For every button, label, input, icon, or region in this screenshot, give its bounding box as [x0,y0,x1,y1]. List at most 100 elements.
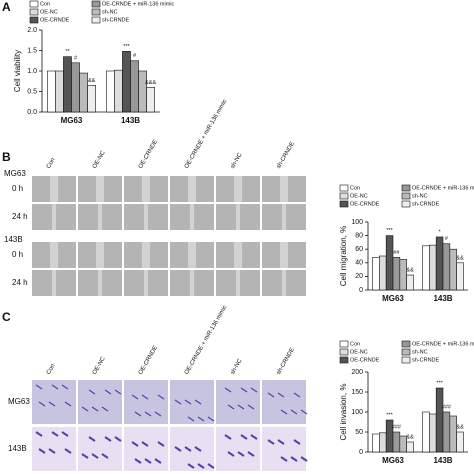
bar [87,85,96,113]
cell-stain [114,436,122,442]
cell-stain [51,431,59,437]
x-tick-label: MG63 [61,116,83,125]
cell-stain [35,384,43,390]
micrograph [216,380,260,424]
y-tick-label: 200 [351,369,363,376]
cell-stain [48,401,56,407]
legend-swatch [29,0,39,8]
scratch-gap [50,176,58,202]
significance-label: *** [436,380,443,386]
scratch-gap [282,204,286,230]
legend-swatch [91,0,101,8]
row-label: MG63 [8,397,30,406]
cell-stain [141,441,149,447]
legend-label: sh-CRNDE [412,201,440,207]
y-tick-label: 40 [355,260,363,267]
cell-stain [104,389,112,395]
y-tick-label: 50 [355,429,363,436]
bar [106,70,115,113]
bar [442,243,451,291]
bar [456,431,464,453]
significance-label: ** [65,49,70,55]
bar [146,87,155,113]
cell-stain [91,406,99,412]
cell-stain [290,456,298,462]
cell-stain [197,463,205,469]
legend-swatch [401,200,411,208]
cell-stain [237,404,245,410]
scratch-gap [52,204,56,230]
x-tick-label: 143B [433,294,452,303]
y-tick-label: 80 [355,232,363,239]
cell-stain [187,463,195,469]
cell-stain [38,401,46,407]
cell-stain [184,446,192,452]
cell-stain [184,399,192,405]
legend-swatch [339,356,349,364]
bar [130,60,139,113]
y-tick-label: 2.0 [27,27,37,34]
y-tick-label: 20 [355,273,363,280]
legend-label: OE-CRNDE [350,201,380,207]
legend-label: sh-CRNDE [102,17,130,23]
y-tick-label: 0.5 [27,88,37,95]
cell-stain [247,404,255,410]
legend-label: OE-CRNDE + miR-136 mimic [412,341,474,347]
cell-stain [250,387,258,393]
significance-label: *** [123,44,130,50]
row-label: 143B [8,444,27,453]
significance-label: && [456,424,464,430]
scratch-gap [280,242,288,268]
bar [385,235,394,291]
column-label: sh-NC [230,151,244,169]
cell-stain [101,406,109,412]
legend-label: Con [350,341,360,347]
legend-label: OE-CRNDE + miR-136 mimic [102,1,175,7]
significance-label: ## [393,250,400,256]
cell-stain [141,394,149,400]
cell-stain [131,441,139,447]
bar [372,433,380,453]
bar [399,259,407,291]
bar [114,69,123,113]
column-label: Con [46,157,57,170]
column-label: sh-CRNDE [276,347,296,376]
cell-stain [277,392,285,398]
bar [138,70,147,113]
legend-label: sh-NC [412,349,428,355]
micrograph [216,427,260,471]
cell-stain [267,439,275,445]
y-tick-label: 1.0 [27,68,37,75]
legend-label: sh-NC [412,193,428,199]
significance-label: # [74,55,78,61]
cell-stain [280,409,288,415]
y-tick-label: 0 [359,449,363,456]
column-label: OE-CRNDE + miR-136 mimic [184,305,229,376]
micrograph [262,427,306,471]
y-axis-label: Cell migration, % [339,226,348,286]
cell-stain [88,436,96,442]
cell-stain [35,431,43,437]
cell-stain [277,439,285,445]
scratch-gap [280,176,288,202]
scratch-gap [98,204,102,230]
significance-label: # [445,236,449,242]
cell-stain [104,436,112,442]
cell-stain [154,411,162,417]
significance-label: ### [442,404,452,410]
significance-label: && [406,434,414,440]
cell-stain [81,406,89,412]
cell-stain [91,453,99,459]
bar [122,51,131,113]
panel-letter: A [2,0,11,14]
scratch-gap [142,176,150,202]
column-label: Con [46,363,57,376]
legend-label: Con [350,185,360,191]
micrograph [78,380,122,424]
cell-stain [61,384,69,390]
y-tick-label: 60 [355,246,363,253]
cell-stain [187,416,195,422]
cell-stain [81,453,89,459]
scratch-gap [236,204,240,230]
cell-stain [154,458,162,464]
